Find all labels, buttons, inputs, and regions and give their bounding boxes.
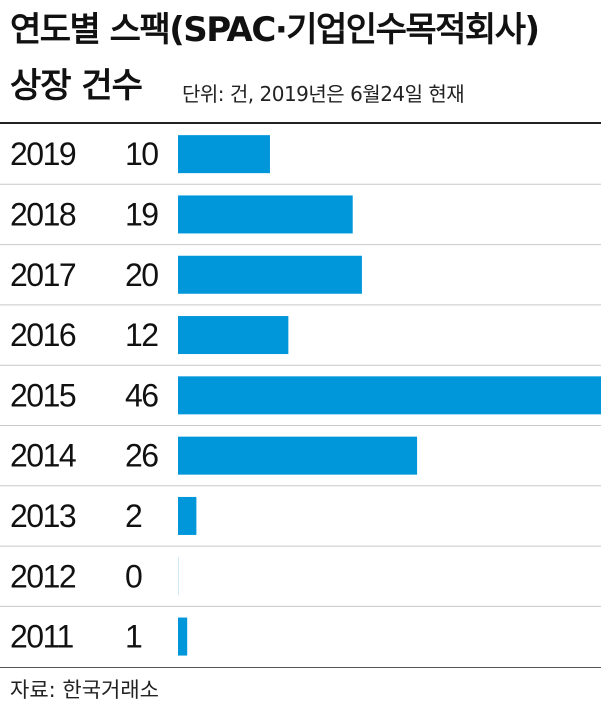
value-label: 26 <box>125 438 158 474</box>
bar <box>178 195 353 234</box>
value-label: 46 <box>125 377 158 413</box>
bar <box>178 436 418 475</box>
bar <box>178 135 270 174</box>
bar <box>178 316 289 355</box>
unit-note: 단위: 건, 2019년은 6월24일 현재 <box>182 82 465 106</box>
value-label: 10 <box>125 136 158 172</box>
bar <box>178 376 601 415</box>
value-label: 1 <box>125 619 142 655</box>
value-label: 20 <box>125 257 158 293</box>
year-label: 2012 <box>10 558 76 594</box>
value-label: 12 <box>125 317 158 353</box>
bottom-rule <box>0 667 601 668</box>
year-label: 2015 <box>10 377 76 413</box>
top-rule <box>0 122 601 124</box>
bar <box>178 617 188 656</box>
bar <box>178 557 179 596</box>
year-label: 2014 <box>10 438 76 474</box>
chart-title-line2: 상장 건수 <box>10 66 143 106</box>
chart-title: 연도별 스팩(SPAC·기업인수목적회사) <box>10 10 540 50</box>
bar <box>178 496 197 535</box>
year-label: 2018 <box>10 196 76 232</box>
bar <box>178 255 362 294</box>
year-label: 2011 <box>10 619 74 655</box>
year-label: 2019 <box>10 136 76 172</box>
value-label: 0 <box>125 558 142 594</box>
year-label: 2013 <box>10 498 76 534</box>
value-label: 2 <box>125 498 142 534</box>
year-label: 2016 <box>10 317 76 353</box>
value-label: 19 <box>125 196 158 232</box>
year-label: 2017 <box>10 257 76 293</box>
source-note: 자료: 한국거래소 <box>10 678 159 702</box>
